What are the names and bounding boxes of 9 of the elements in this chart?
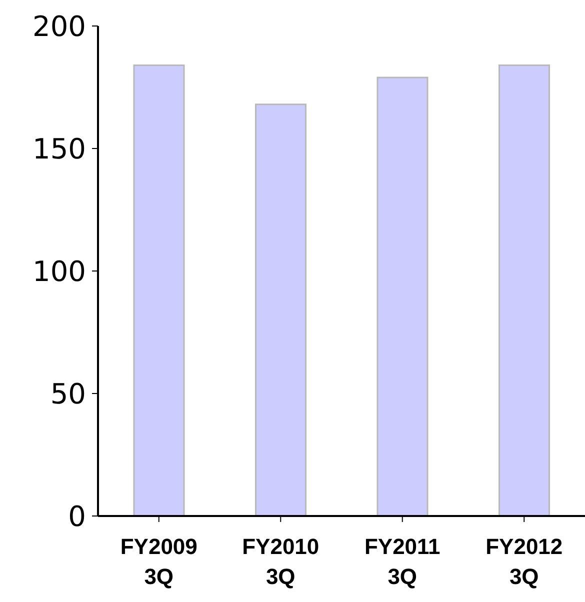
y-tick-label: 200 <box>32 10 86 43</box>
x-tick-label: FY2011 3Q <box>364 534 440 589</box>
x-tick-label: FY2012 3Q <box>486 534 563 589</box>
y-tick-label: 100 <box>32 254 86 288</box>
y-tick-label: 50 <box>50 377 86 410</box>
x-tick-label: FY2010 3Q <box>242 534 320 589</box>
y-tick-label: 150 <box>32 132 86 166</box>
y-tick-label: 0 <box>68 500 86 533</box>
x-tick-label: FY2009 3Q <box>120 534 198 589</box>
